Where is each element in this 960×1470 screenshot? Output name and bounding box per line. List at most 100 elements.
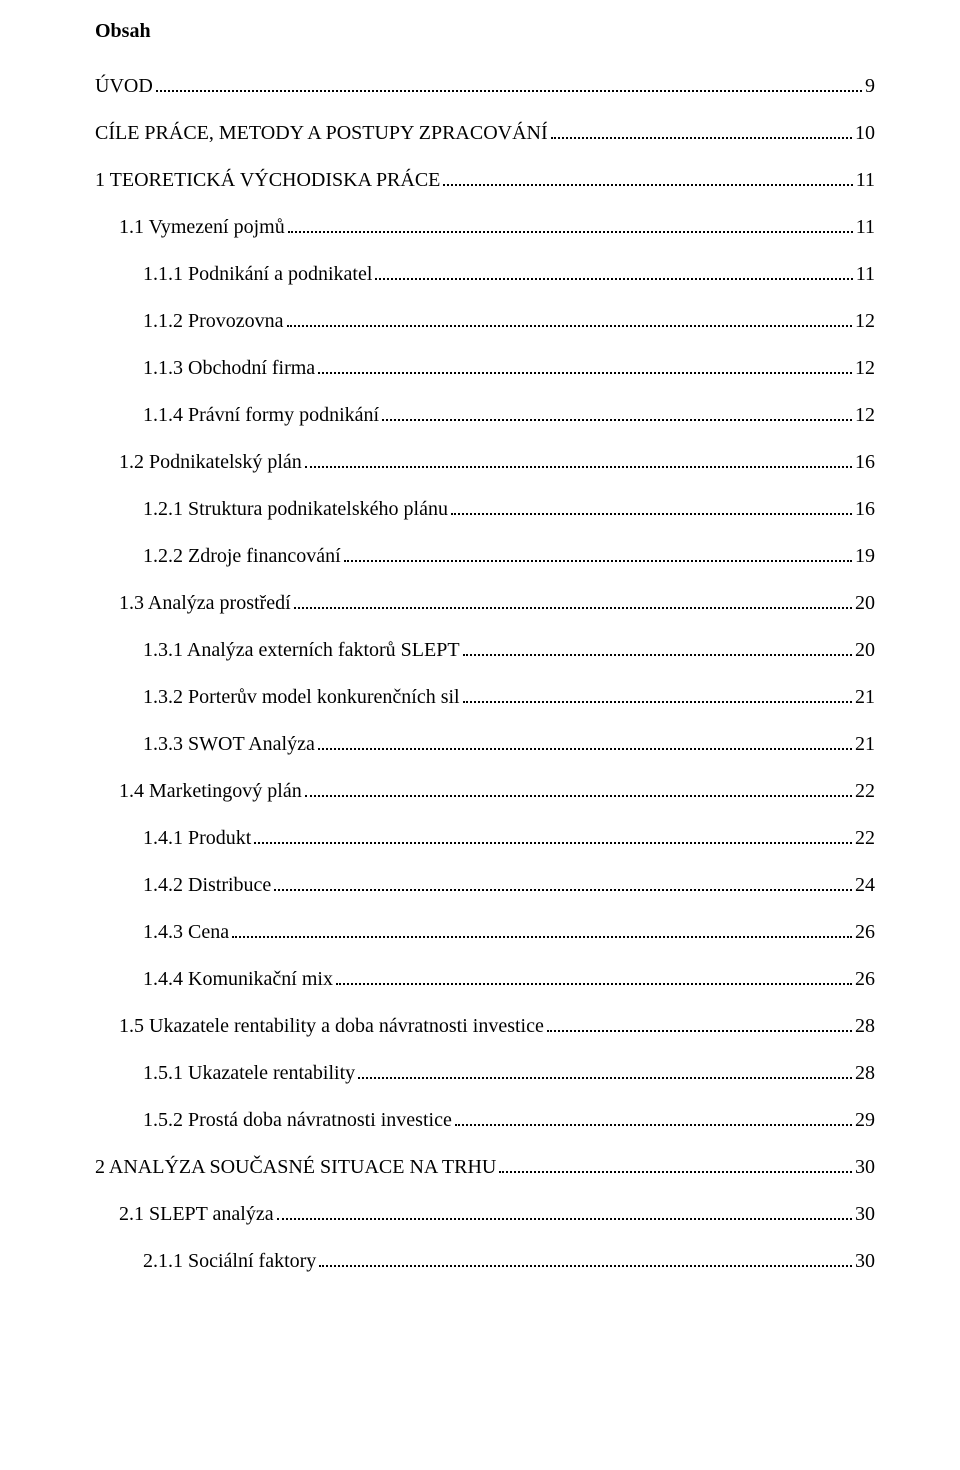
toc-leader-dots — [547, 1013, 852, 1032]
toc-leader-dots — [463, 684, 852, 703]
toc-entry-label: 1.5.1 Ukazatele rentability — [143, 1062, 355, 1085]
toc-leader-dots — [375, 261, 852, 280]
toc-entry: 1.1.2 Provozovna 12 — [95, 308, 875, 333]
toc-leader-dots — [287, 308, 852, 327]
toc-entry-page: 19 — [855, 545, 875, 568]
toc-entry-label: 1.5 Ukazatele rentability a doba návratn… — [119, 1015, 544, 1038]
toc-leader-dots — [358, 1060, 852, 1079]
toc-entry: 1.3 Analýza prostředí20 — [95, 590, 875, 615]
toc-entry-label: 1.5.2 Prostá doba návratnosti investice — [143, 1109, 452, 1132]
toc-entry: 1.3.2 Porterův model konkurenčních sil 21 — [95, 684, 875, 709]
toc-entry-page: 11 — [856, 216, 875, 239]
toc-entry-label: 2 ANALÝZA SOUČASNÉ SITUACE NA TRHU — [95, 1156, 496, 1179]
toc-entry-page: 21 — [855, 686, 875, 709]
toc-entry: 1.5.2 Prostá doba návratnosti investice2… — [95, 1107, 875, 1132]
toc-leader-dots — [499, 1154, 852, 1173]
toc-entry: ÚVOD 9 — [95, 73, 875, 98]
toc-leader-dots — [277, 1201, 852, 1220]
toc-leader-dots — [344, 543, 852, 562]
toc-entry: 1.3.1 Analýza externích faktorů SLEPT 20 — [95, 637, 875, 662]
toc-entry-label: 1.1.3 Obchodní firma — [143, 357, 315, 380]
toc-entry: 1.1.3 Obchodní firma 12 — [95, 355, 875, 380]
toc-list: ÚVOD 9 CÍLE PRÁCE, METODY A POSTUPY ZPRACO… — [95, 73, 875, 1273]
toc-entry-page: 12 — [855, 404, 875, 427]
toc-entry-page: 11 — [856, 169, 875, 192]
toc-entry-label: 2.1.1 Sociální faktory — [143, 1250, 316, 1273]
toc-leader-dots — [319, 1248, 852, 1267]
toc-entry-label: 1.2 Podnikatelský plán — [119, 451, 302, 474]
toc-entry: 1.3.3 SWOT Analýza 21 — [95, 731, 875, 756]
toc-entry-page: 30 — [855, 1203, 875, 1226]
toc-entry: 1.2.1 Struktura podnikatelského plánu16 — [95, 496, 875, 521]
toc-entry-page: 20 — [855, 639, 875, 662]
toc-entry-page: 11 — [856, 263, 875, 286]
toc-entry-label: 1.4 Marketingový plán — [119, 780, 302, 803]
toc-entry-page: 24 — [855, 874, 875, 897]
toc-leader-dots — [382, 402, 852, 421]
toc-leader-dots — [318, 731, 852, 750]
toc-entry: 1.4.3 Cena 26 — [95, 919, 875, 944]
toc-entry: 1.4.4 Komunikační mix26 — [95, 966, 875, 991]
toc-entry: 1.1.1 Podnikání a podnikatel 11 — [95, 261, 875, 286]
toc-entry-page: 21 — [855, 733, 875, 756]
toc-entry: 1.2.2 Zdroje financování 19 — [95, 543, 875, 568]
toc-leader-dots — [551, 120, 852, 139]
toc-entry-page: 20 — [855, 592, 875, 615]
toc-leader-dots — [336, 966, 852, 985]
toc-entry-label: 1 TEORETICKÁ VÝCHODISKA PRÁCE — [95, 169, 440, 192]
toc-entry-label: 1.3.1 Analýza externích faktorů SLEPT — [143, 639, 460, 662]
toc-entry: 2.1.1 Sociální faktory 30 — [95, 1248, 875, 1273]
toc-leader-dots — [254, 825, 852, 844]
toc-leader-dots — [318, 355, 852, 374]
toc-leader-dots — [451, 496, 852, 515]
toc-entry-page: 30 — [855, 1156, 875, 1179]
toc-entry: 1.1.4 Právní formy podnikání 12 — [95, 402, 875, 427]
toc-entry-page: 28 — [855, 1062, 875, 1085]
toc-leader-dots — [443, 167, 852, 186]
toc-entry-label: 1.1 Vymezení pojmů — [119, 216, 285, 239]
toc-entry-label: 1.3.2 Porterův model konkurenčních sil — [143, 686, 460, 709]
toc-entry-label: 1.2.2 Zdroje financování — [143, 545, 341, 568]
toc-entry: 1 TEORETICKÁ VÝCHODISKA PRÁCE 11 — [95, 167, 875, 192]
toc-entry-label: 1.1.2 Provozovna — [143, 310, 284, 333]
toc-leader-dots — [463, 637, 852, 656]
toc-entry-page: 30 — [855, 1250, 875, 1273]
toc-heading: Obsah — [95, 20, 875, 43]
toc-entry: 1.1 Vymezení pojmů 11 — [95, 214, 875, 239]
toc-entry-label: 1.2.1 Struktura podnikatelského plánu — [143, 498, 448, 521]
toc-entry-label: 2.1 SLEPT analýza — [119, 1203, 274, 1226]
toc-entry: 1.4.1 Produkt22 — [95, 825, 875, 850]
toc-entry: 1.5.1 Ukazatele rentability 28 — [95, 1060, 875, 1085]
toc-entry-label: 1.4.2 Distribuce — [143, 874, 271, 897]
toc-leader-dots — [305, 778, 852, 797]
toc-entry: 2.1 SLEPT analýza 30 — [95, 1201, 875, 1226]
toc-leader-dots — [274, 872, 852, 891]
toc-entry: 1.4 Marketingový plán 22 — [95, 778, 875, 803]
toc-entry-page: 10 — [855, 122, 875, 145]
toc-entry: CÍLE PRÁCE, METODY A POSTUPY ZPRACOVÁNÍ 1… — [95, 120, 875, 145]
toc-entry-page: 12 — [855, 310, 875, 333]
toc-leader-dots — [305, 449, 852, 468]
toc-leader-dots — [232, 919, 852, 938]
toc-entry: 2 ANALÝZA SOUČASNÉ SITUACE NA TRHU 30 — [95, 1154, 875, 1179]
toc-entry: 1.2 Podnikatelský plán 16 — [95, 449, 875, 474]
toc-entry-label: 1.4.3 Cena — [143, 921, 229, 944]
toc-entry: 1.4.2 Distribuce 24 — [95, 872, 875, 897]
toc-entry-label: 1.1.1 Podnikání a podnikatel — [143, 263, 372, 286]
toc-entry-page: 22 — [855, 827, 875, 850]
toc-entry-page: 12 — [855, 357, 875, 380]
toc-entry-page: 16 — [855, 451, 875, 474]
toc-entry-page: 22 — [855, 780, 875, 803]
toc-entry-label: CÍLE PRÁCE, METODY A POSTUPY ZPRACOVÁNÍ — [95, 122, 548, 145]
toc-entry-label: 1.3.3 SWOT Analýza — [143, 733, 315, 756]
toc-entry-label: ÚVOD — [95, 75, 153, 98]
toc-entry-label: 1.4.4 Komunikační mix — [143, 968, 333, 991]
toc-leader-dots — [455, 1107, 852, 1126]
toc-leader-dots — [288, 214, 853, 233]
toc-entry-page: 9 — [865, 75, 875, 98]
toc-leader-dots — [294, 590, 852, 609]
toc-entry-label: 1.1.4 Právní formy podnikání — [143, 404, 379, 427]
toc-entry-page: 26 — [855, 921, 875, 944]
toc-leader-dots — [156, 73, 862, 92]
toc-entry-page: 28 — [855, 1015, 875, 1038]
